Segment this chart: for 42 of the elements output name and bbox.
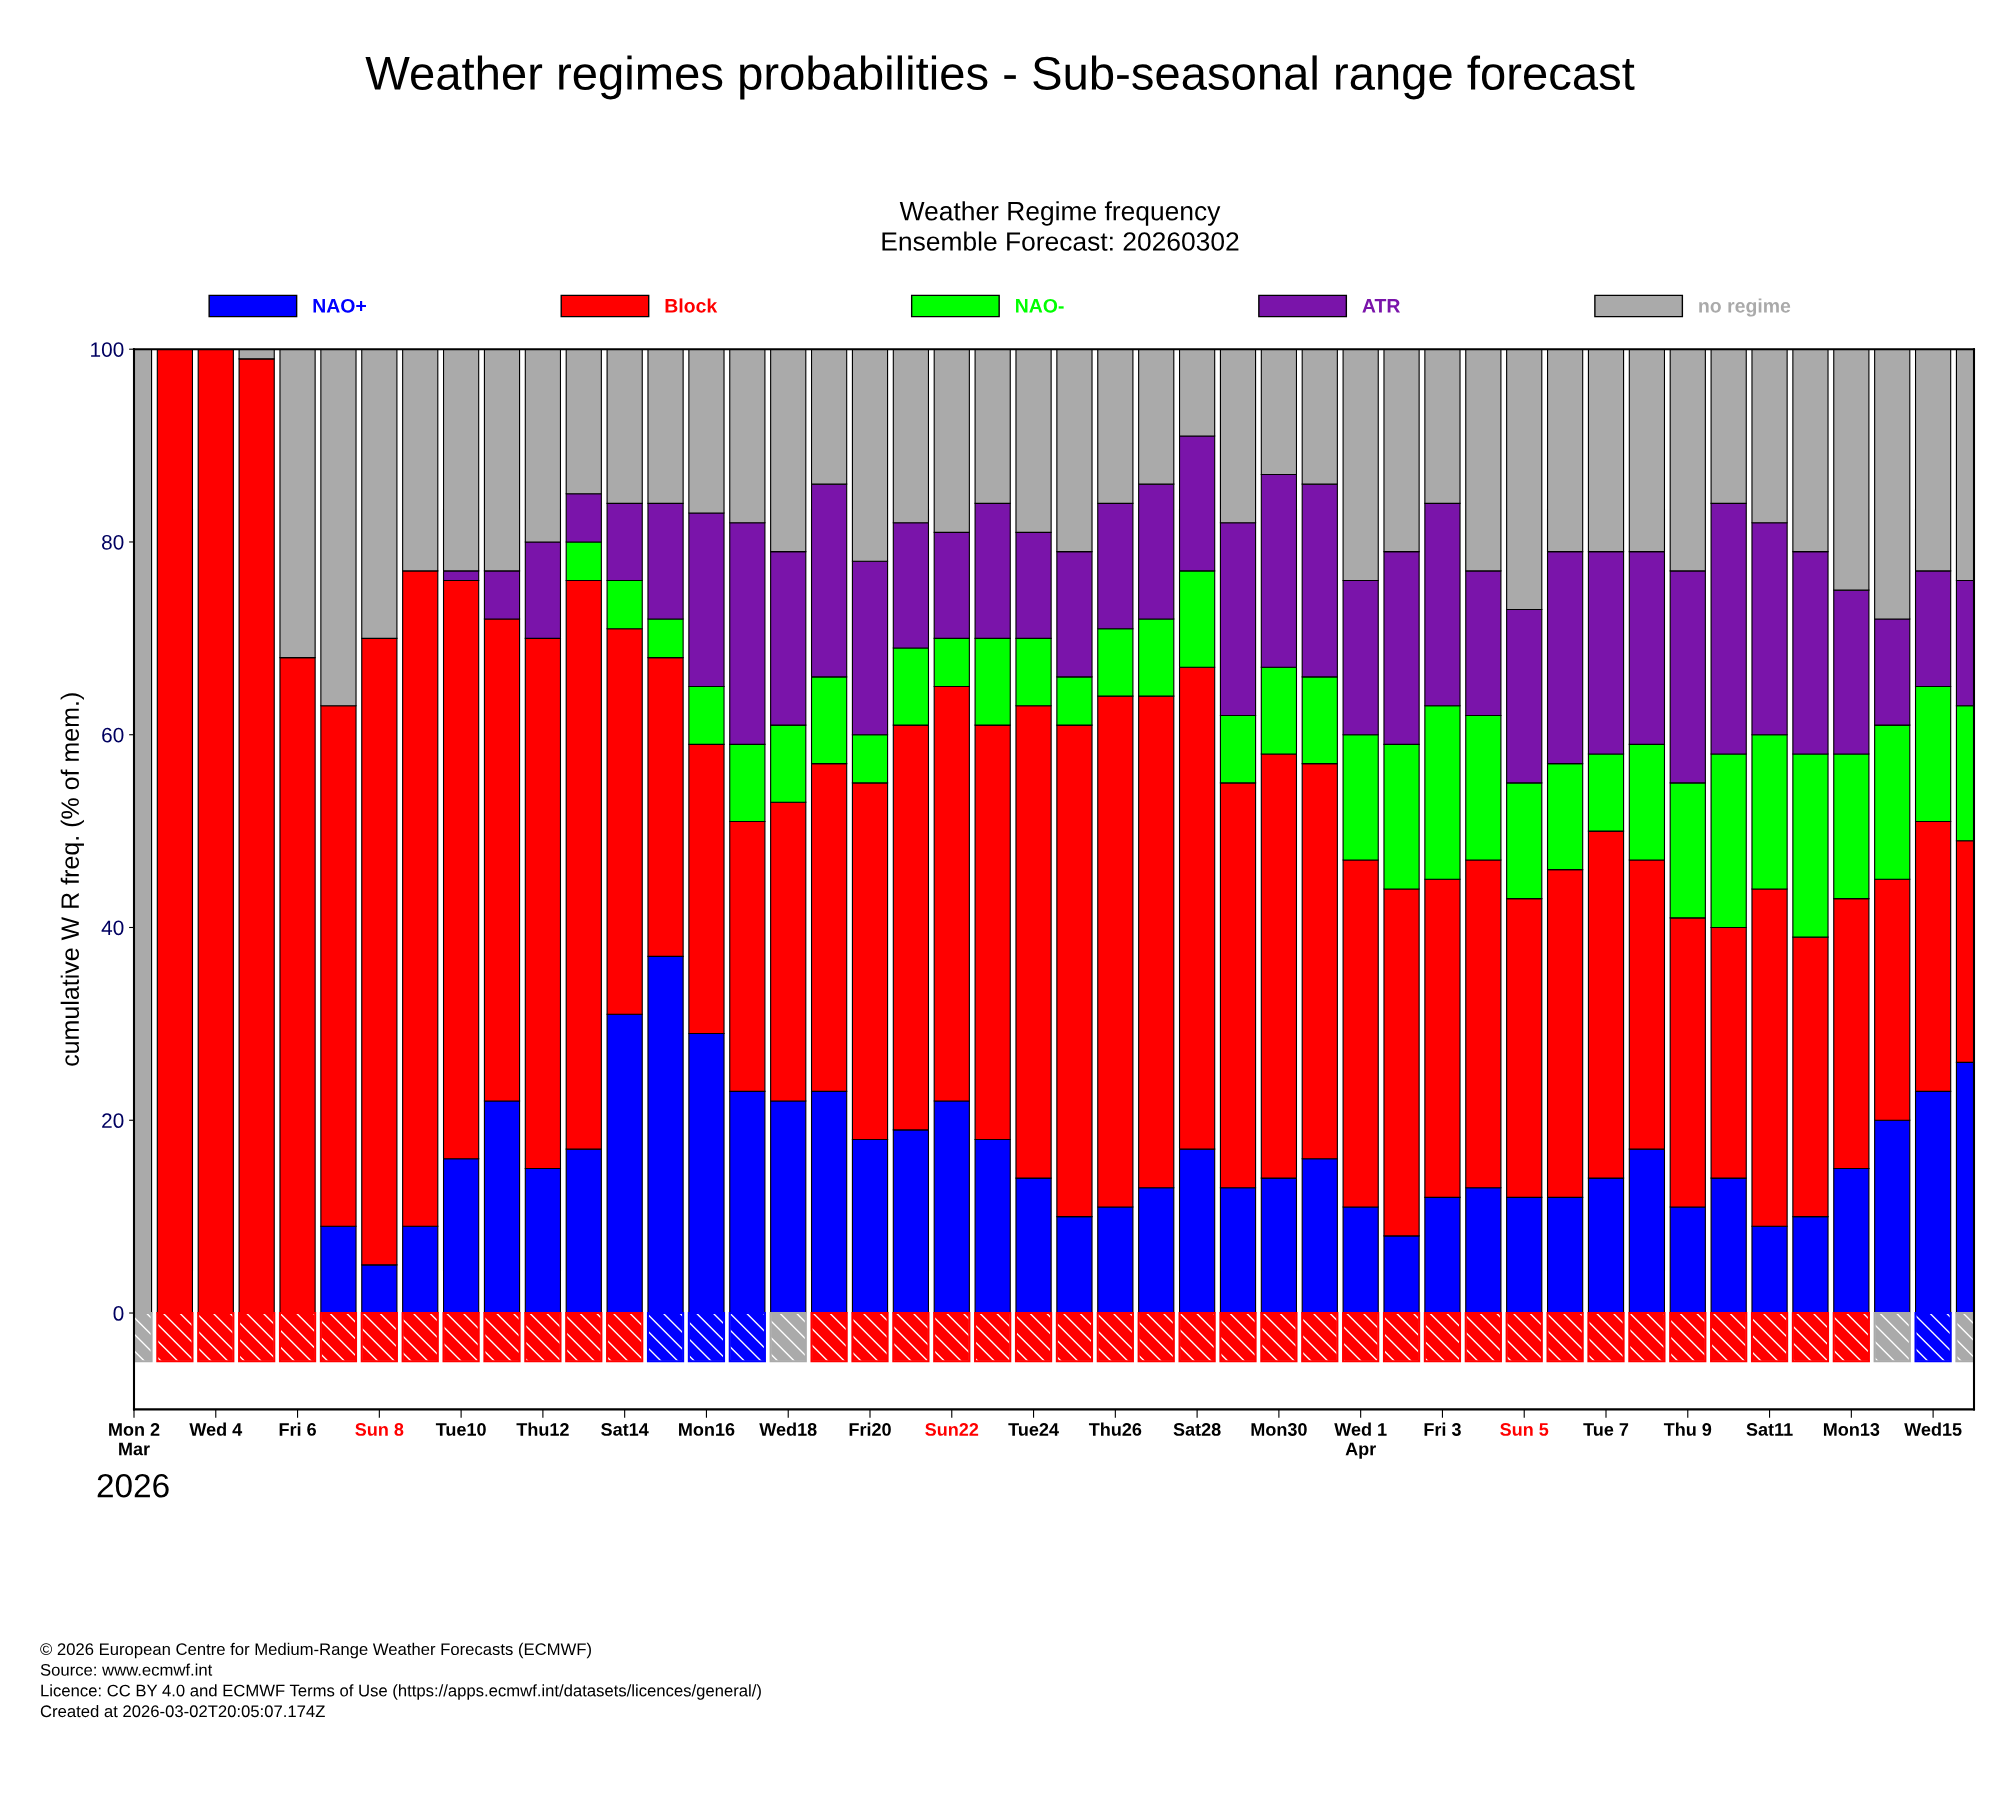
x-tick-label: Tue10	[435, 1423, 486, 1436]
chart-subtitle: Weather Regime frequency Ensemble Forecast: 20260302	[882, 201, 1239, 251]
x-tick-label: Wed18	[759, 1422, 817, 1436]
x-tick-label: Sat28	[1173, 1423, 1221, 1436]
x-tick-label: Sun 8	[355, 1423, 404, 1436]
x-tick-label: Fri 3	[1424, 1422, 1461, 1436]
y-tick-label: 40	[101, 920, 124, 936]
x-tick-label: Mon13	[1823, 1423, 1880, 1436]
legend-label: NAO+	[313, 298, 366, 313]
x-tick-label: Thu 9	[1663, 1422, 1712, 1436]
x-tick-label: Tue24	[1008, 1423, 1059, 1436]
x-tick-label: Fri20	[849, 1422, 891, 1436]
x-tick-label: Sat14	[601, 1423, 649, 1436]
text: © 2026 European Centre for Medium-Range Weather Forecasts (ECMWF)	[40, 1642, 591, 1659]
x-tick-label: Sun 5	[1500, 1423, 1549, 1436]
y-tick-label: 60	[102, 727, 124, 743]
x-tick-label: Sat11	[1746, 1423, 1793, 1436]
source-note: Source: www.ecmwf.int	[40, 1663, 213, 1676]
y-tick-label: 80	[102, 534, 124, 550]
x-tick-label: Wed 4	[189, 1422, 243, 1436]
x-tick-label: Mon 2 Mar	[109, 1423, 160, 1456]
y-tick-label: 100	[91, 342, 124, 357]
x-tick-label: Mon30	[1251, 1423, 1307, 1436]
text: Licence: CC BY 4.0 and ECMWF Terms of Use (https://apps.ecmwf.int/datasets/licences/general/)	[41, 1684, 761, 1700]
chart-title: Weather regimes probabilities - Sub-seasonal range forecast	[365, 55, 1635, 100]
x-tick-label: Thu12	[516, 1422, 569, 1436]
y-axis-title: cumulative W R freq. (% of mem.)	[60, 693, 84, 1066]
text: Created at 2026-03-02T20:05:07.174Z	[40, 1704, 325, 1718]
y-tick-label: 0	[113, 1306, 124, 1321]
legend-label: no regime	[1699, 298, 1791, 317]
x-tick-label: Fri 6	[279, 1422, 316, 1436]
x-tick-label: Sun22	[925, 1423, 979, 1436]
x-tick-label: Thu26	[1088, 1422, 1142, 1436]
legend-label: NAO-	[1016, 298, 1064, 313]
x-tick-label: Mon16	[679, 1423, 735, 1436]
x-tick-label: Wed 1 Apr	[1334, 1422, 1387, 1459]
x-tick-label: Tue 7	[1583, 1423, 1629, 1436]
y-tick-label: 20	[102, 1113, 124, 1129]
x-tick-label: Wed15	[1904, 1422, 1962, 1436]
legend-label: ATR	[1362, 299, 1401, 313]
x-axis-title: 2026	[97, 1473, 169, 1498]
legend-label: Block	[665, 298, 718, 313]
